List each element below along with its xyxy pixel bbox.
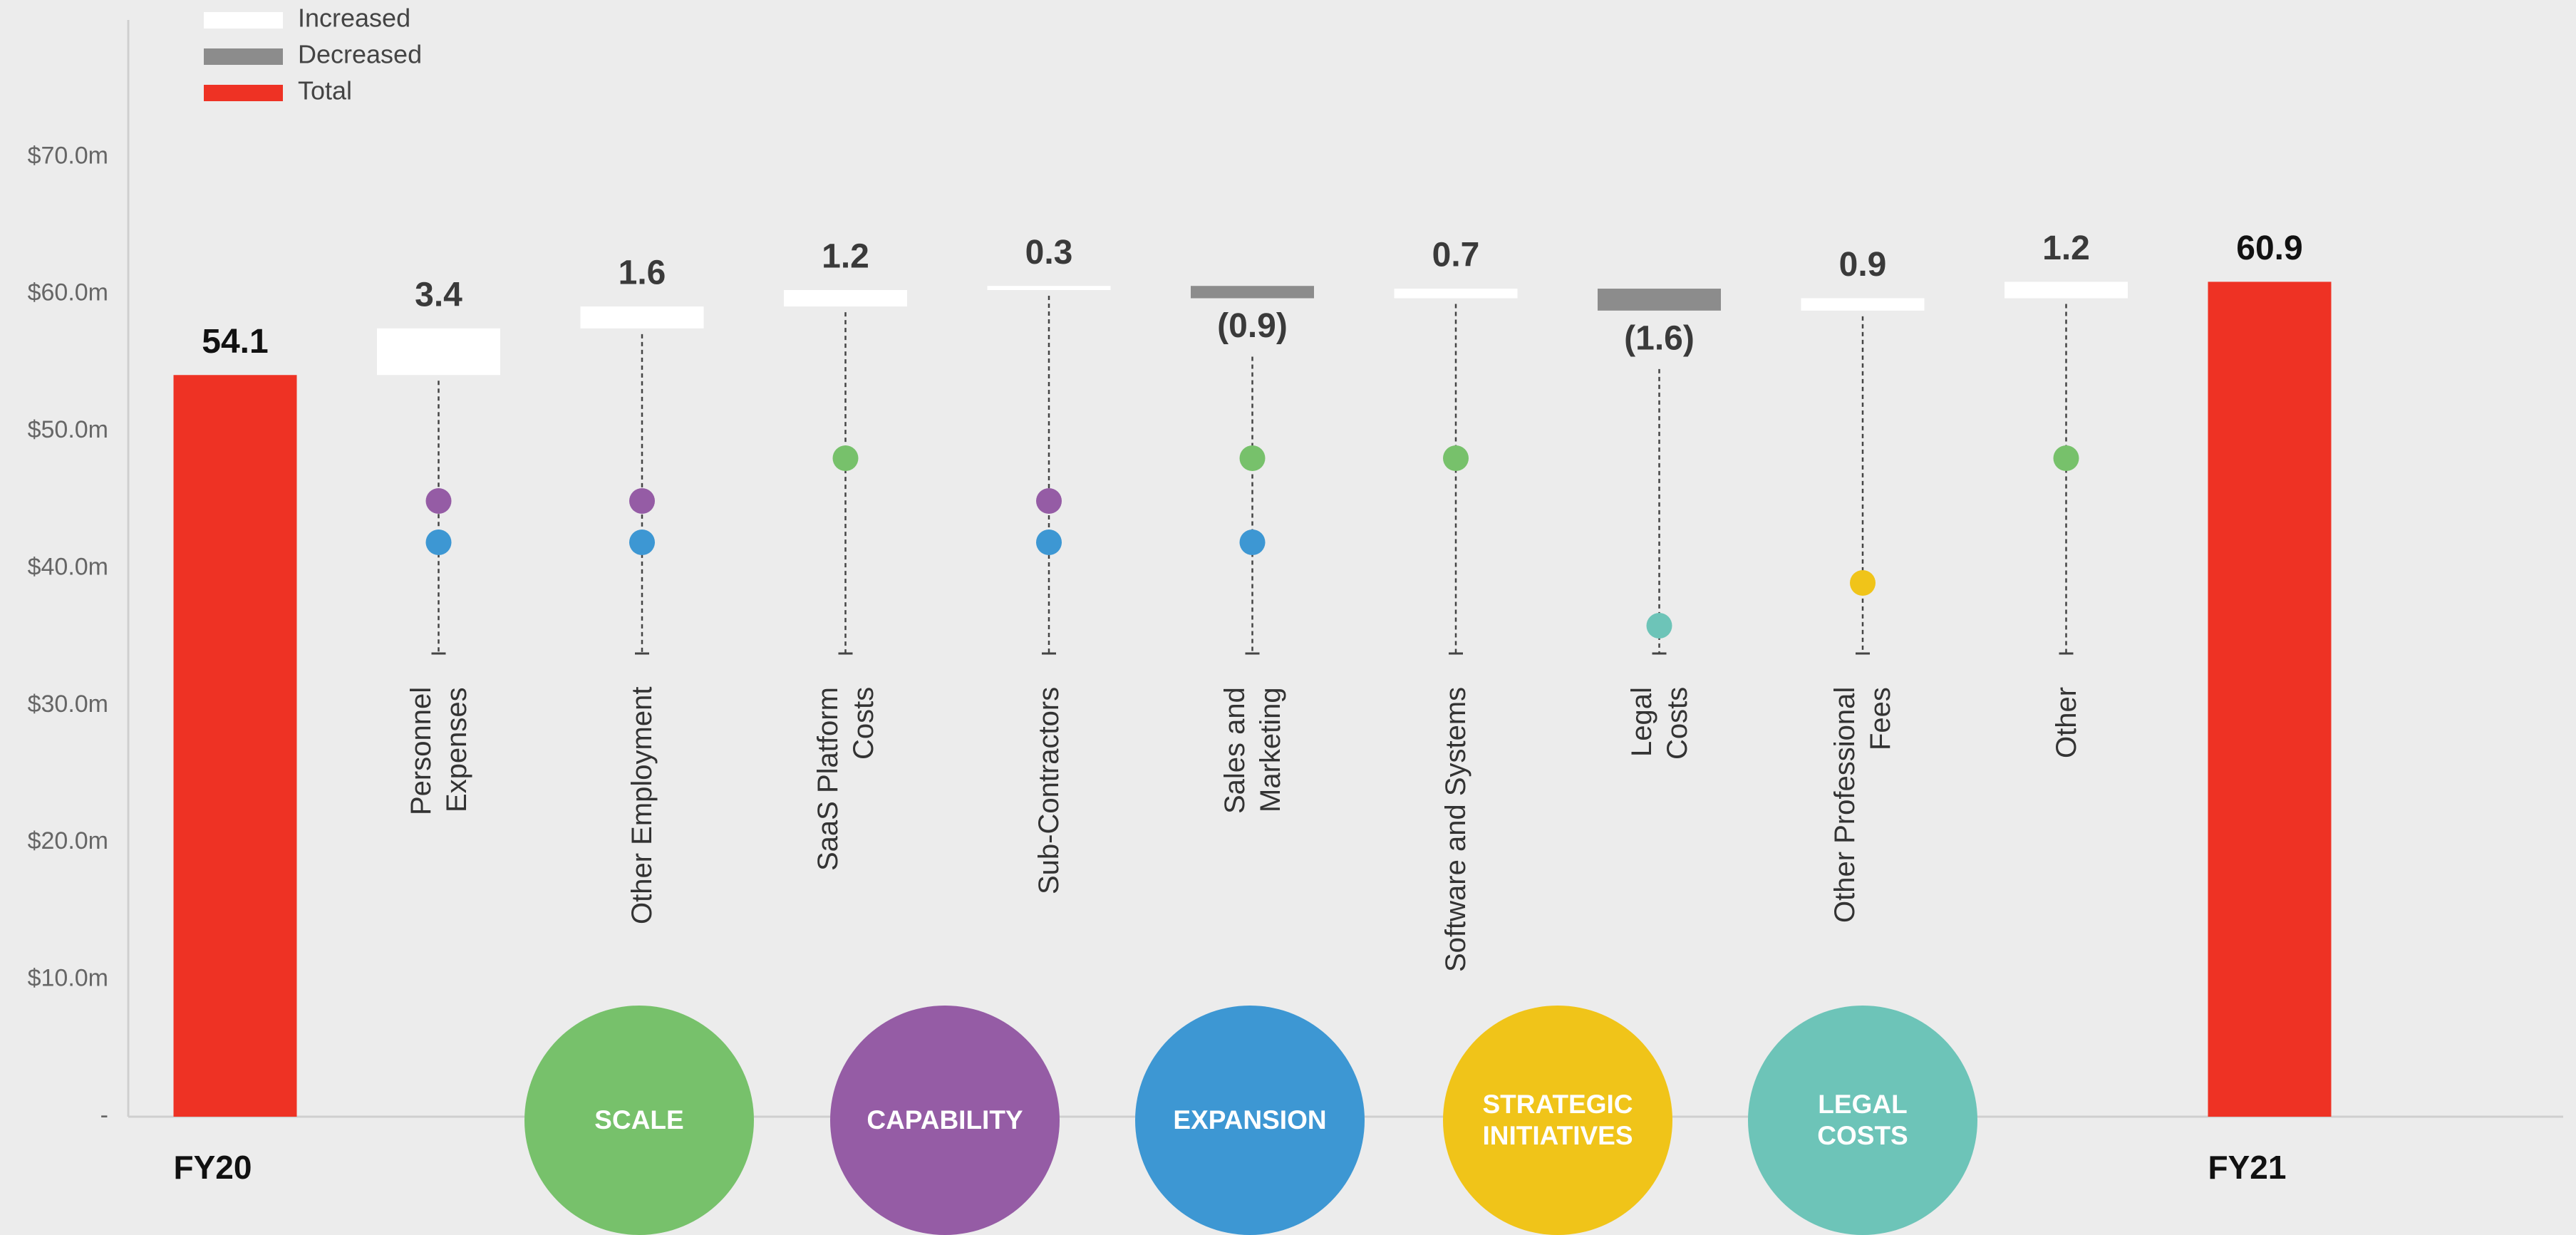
value-label: 1.6 (619, 254, 666, 292)
y-tick-label: $60.0m (28, 279, 108, 306)
theme-label: SCALE (594, 1105, 684, 1135)
theme-label: INITIATIVES (1482, 1121, 1633, 1150)
driver-dot (425, 488, 452, 514)
driver-dot (1036, 488, 1062, 514)
theme-label: EXPANSION (1173, 1105, 1327, 1135)
legend-swatch (204, 12, 283, 29)
bar (173, 375, 297, 1117)
bar (784, 289, 907, 307)
driver-dot (629, 488, 655, 514)
y-tick-label: $70.0m (28, 142, 108, 169)
theme-circle: STRATEGIC INITIATIVES (1443, 1006, 1672, 1235)
y-tick-label: $30.0m (28, 691, 108, 718)
driver-dot (1239, 445, 1266, 471)
category-label: Other (2050, 687, 2082, 759)
bar (377, 328, 500, 376)
y-tick-label: - (100, 1102, 108, 1129)
bar (1191, 286, 1314, 299)
bar (1394, 289, 1518, 299)
y-tick-label: $40.0m (28, 553, 108, 580)
category-label: Other Employment (626, 687, 658, 925)
driver-dot (1850, 570, 1876, 596)
driver-dot (832, 445, 859, 471)
total-category-label: FY21 (2208, 1149, 2287, 1186)
bar (2005, 281, 2128, 299)
theme-label: CAPABILITY (867, 1105, 1023, 1135)
category-label: SaaS Platform Costs (812, 687, 879, 871)
value-label: 0.9 (1839, 246, 1887, 284)
driver-dot (1239, 529, 1266, 555)
driver-dot (1646, 613, 1672, 639)
category-label: Sales and Marketing (1219, 687, 1286, 814)
theme-label: LEGAL (1818, 1090, 1908, 1119)
legend-label: Total (298, 76, 352, 105)
bar (1598, 289, 1721, 311)
theme-label: STRATEGIC (1482, 1090, 1633, 1119)
bar (2208, 281, 2332, 1117)
y-tick-label: $10.0m (28, 965, 108, 992)
theme-circle: CAPABILITY (830, 1006, 1060, 1235)
driver-dot (425, 529, 452, 555)
driver-dot (2053, 445, 2079, 471)
category-label: Personnel Expenses (405, 687, 472, 816)
total-category-label: FY20 (174, 1149, 252, 1186)
value-label: 3.4 (415, 277, 462, 314)
value-label: (1.6) (1624, 320, 1695, 358)
value-label: 54.1 (202, 323, 268, 361)
legend-swatch (204, 48, 283, 65)
value-label: (0.9) (1217, 307, 1288, 345)
legend-label: Increased (298, 4, 410, 33)
value-label: 1.2 (2042, 229, 2090, 267)
value-label: 60.9 (2236, 229, 2302, 267)
driver-dot (1443, 445, 1469, 471)
category-label: Legal Costs (1625, 687, 1693, 760)
legend-swatch (204, 85, 283, 101)
bar (987, 286, 1111, 290)
y-tick-label: $20.0m (28, 827, 108, 854)
y-tick-label: $50.0m (28, 416, 108, 443)
theme-label: COSTS (1817, 1121, 1908, 1150)
value-label: 1.2 (822, 238, 869, 276)
bar (1801, 298, 1925, 311)
value-label: 0.3 (1025, 234, 1073, 272)
category-label: Other Professional Fees (1829, 687, 1896, 924)
value-label: 0.7 (1432, 237, 1480, 274)
theme-circle: LEGAL COSTS (1748, 1006, 1977, 1235)
category-label: Sub-Contractors (1033, 687, 1065, 895)
legend-label: Decreased (298, 40, 422, 69)
category-label: Software and Systems (1440, 687, 1471, 973)
bar (580, 306, 704, 329)
theme-circle: SCALE (524, 1006, 754, 1235)
driver-dot (629, 529, 655, 555)
driver-dot (1036, 529, 1062, 555)
theme-circle: EXPANSION (1135, 1006, 1365, 1235)
